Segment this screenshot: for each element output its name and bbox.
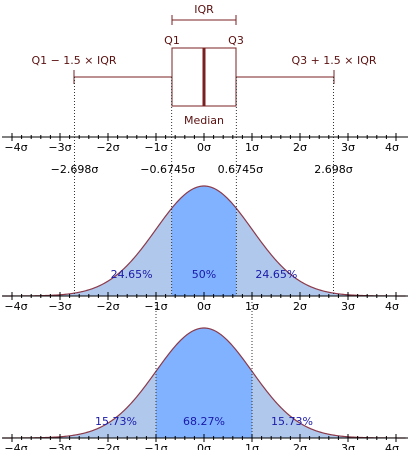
tick-label: −2σ — [96, 300, 119, 313]
tick-label: 4σ — [385, 141, 399, 154]
area-percent: 24.65% — [255, 268, 297, 281]
tick-label: −4σ — [4, 442, 27, 450]
tick-label: −4σ — [4, 141, 27, 154]
tick-label: −3σ — [48, 141, 71, 154]
quantile-label: 2.698σ — [314, 163, 352, 176]
q3-label: Q3 — [228, 34, 244, 47]
area-region — [2, 208, 172, 296]
quantile-label: −2.698σ — [51, 163, 99, 176]
tick-label: −3σ — [48, 442, 71, 450]
area-percent: 24.65% — [111, 268, 153, 281]
tick-label: −1σ — [144, 141, 167, 154]
area-percent: 15.73% — [95, 415, 137, 428]
area-percent: 50% — [192, 268, 216, 281]
iqr-label: IQR — [194, 3, 214, 16]
tick-label: −2σ — [96, 442, 119, 450]
tick-label: 3σ — [341, 141, 355, 154]
tick-label: 4σ — [385, 300, 399, 313]
tick-label: −1σ — [144, 300, 167, 313]
lower-fence-label: Q1 − 1.5 × IQR — [31, 54, 116, 67]
area-region — [156, 328, 252, 438]
tick-label: 1σ — [245, 141, 259, 154]
quantile-label: 0.6745σ — [218, 163, 263, 176]
tick-label: 2σ — [293, 442, 307, 450]
area-region — [2, 371, 157, 438]
quantile-label: −0.6745σ — [140, 163, 195, 176]
tick-label: −2σ — [96, 141, 119, 154]
area-region — [236, 208, 406, 296]
tick-label: 1σ — [245, 442, 259, 450]
distributions: 24.65% 50% 24.65% 15.73% 68.27% 15.73% −2.698σ… — [2, 77, 408, 454]
upper-fence-label: Q3 + 1.5 × IQR — [291, 54, 376, 67]
density-curve — [2, 185, 406, 297]
tick-label: 2σ — [293, 141, 307, 154]
area-region — [171, 186, 237, 296]
density-curve — [2, 327, 406, 439]
tick-label: 2σ — [293, 300, 307, 313]
tick-label: 0σ — [197, 141, 211, 154]
tick-label: 0σ — [197, 442, 211, 450]
q1-label: Q1 — [164, 34, 180, 47]
area-percent: 15.73% — [271, 415, 313, 428]
median-label: Median — [184, 114, 224, 127]
tick-label: −4σ — [4, 300, 27, 313]
tick-label: −3σ — [48, 300, 71, 313]
area-percent: 68.27% — [183, 415, 225, 428]
tick-label: 3σ — [341, 300, 355, 313]
tick-label: 4σ — [385, 442, 399, 450]
tick-label: −1σ — [144, 442, 167, 450]
area-region — [252, 371, 406, 438]
tick-label: 3σ — [341, 442, 355, 450]
tick-label: 1σ — [245, 300, 259, 313]
tick-label: 0σ — [197, 300, 211, 313]
